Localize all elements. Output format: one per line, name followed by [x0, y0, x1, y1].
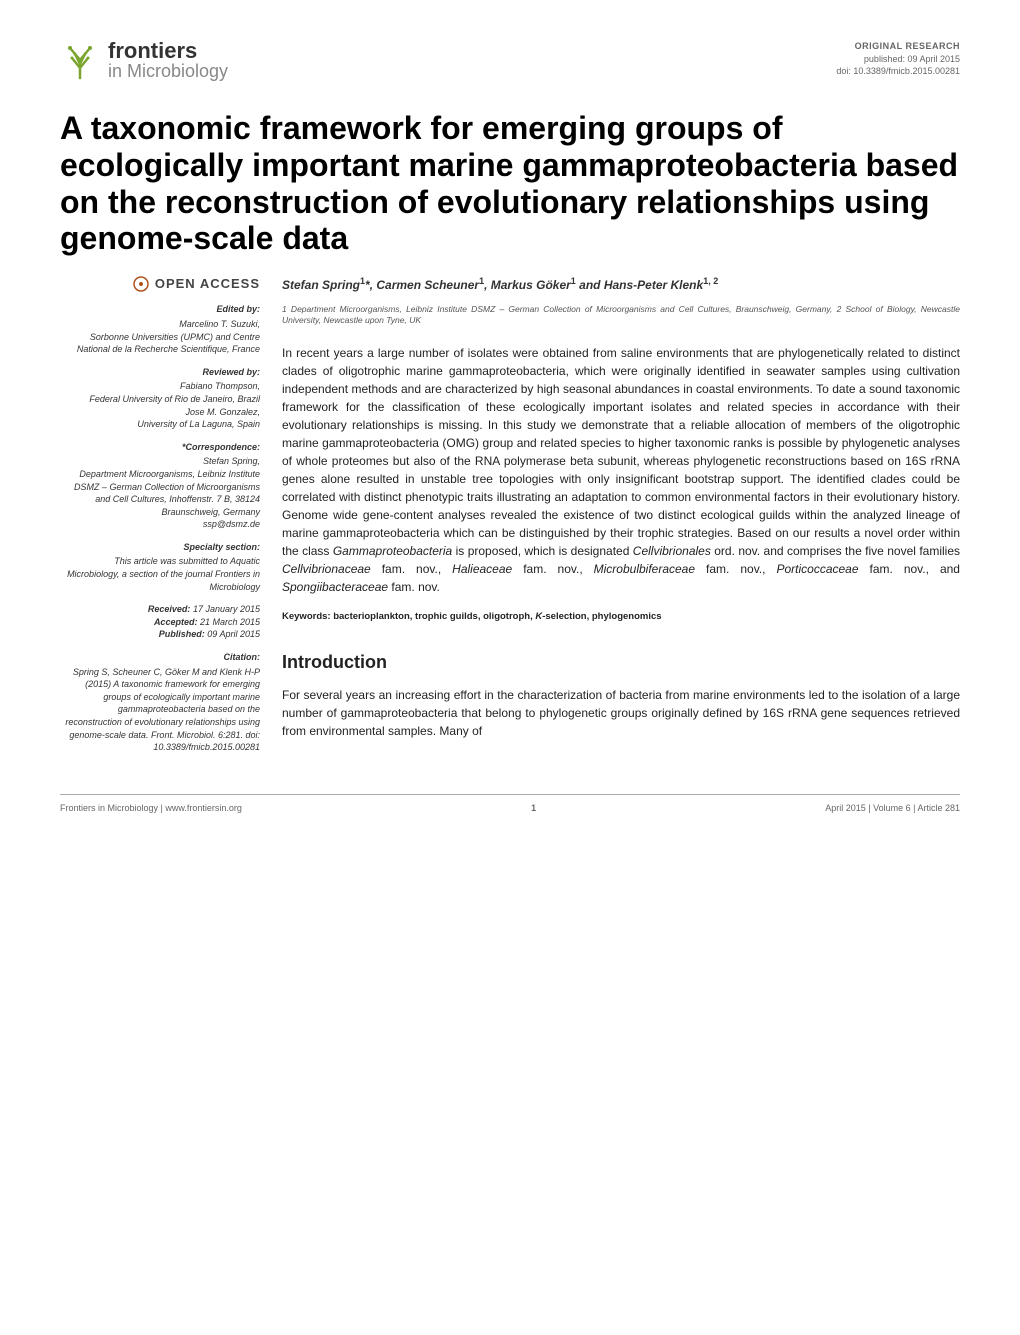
- edited-by: Marcelino T. Suzuki, Sorbonne Universiti…: [60, 318, 260, 356]
- published-date: 09 April 2015: [205, 629, 260, 639]
- open-access-badge: OPEN ACCESS: [60, 275, 260, 293]
- logo-main-text: frontiers: [108, 40, 228, 62]
- footer-right: April 2015 | Volume 6 | Article 281: [825, 803, 960, 813]
- citation: Spring S, Scheuner C, Göker M and Klenk …: [60, 666, 260, 754]
- accepted-label: Accepted:: [154, 617, 198, 627]
- keywords-line: Keywords: bacterioplankton, trophic guil…: [282, 610, 960, 624]
- published-label: Published:: [159, 629, 205, 639]
- page-header: frontiers in Microbiology ORIGINAL RESEA…: [60, 40, 960, 80]
- logo-sub-text: in Microbiology: [108, 62, 228, 80]
- abstract: In recent years a large number of isolat…: [282, 344, 960, 596]
- specialty: This article was submitted to Aquatic Mi…: [60, 555, 260, 593]
- accepted-date: 21 March 2015: [197, 617, 260, 627]
- sidebar: OPEN ACCESS Edited by: Marcelino T. Suzu…: [60, 275, 260, 754]
- authors: Stefan Spring1*, Carmen Scheuner1, Marku…: [282, 275, 960, 294]
- keywords-label: Keywords:: [282, 611, 333, 622]
- page-footer: Frontiers in Microbiology | www.frontier…: [60, 794, 960, 813]
- footer-page-number: 1: [531, 803, 536, 813]
- intro-body: For several years an increasing effort i…: [282, 686, 960, 740]
- main-column: Stefan Spring1*, Carmen Scheuner1, Marku…: [282, 275, 960, 754]
- reviewed-by: Fabiano Thompson, Federal University of …: [60, 380, 260, 430]
- published-line: published: 09 April 2015: [836, 53, 960, 66]
- affiliations: 1 Department Microorganisms, Leibniz Ins…: [282, 304, 960, 326]
- received-date: 17 January 2015: [190, 604, 260, 614]
- footer-left[interactable]: Frontiers in Microbiology | www.frontier…: [60, 803, 242, 813]
- header-meta: ORIGINAL RESEARCH published: 09 April 20…: [836, 40, 960, 78]
- article-type: ORIGINAL RESEARCH: [836, 40, 960, 53]
- article-title: A taxonomic framework for emerging group…: [60, 110, 960, 257]
- specialty-label: Specialty section:: [60, 541, 260, 554]
- open-access-text: OPEN ACCESS: [155, 275, 260, 293]
- intro-heading: Introduction: [282, 649, 960, 676]
- reviewed-by-label: Reviewed by:: [60, 366, 260, 379]
- citation-label: Citation:: [60, 651, 260, 664]
- doi-line: doi: 10.3389/fmicb.2015.00281: [836, 65, 960, 78]
- correspondence-label: *Correspondence:: [60, 441, 260, 454]
- edited-by-label: Edited by:: [60, 303, 260, 316]
- keywords-text: bacterioplankton, trophic guilds, oligot…: [333, 611, 661, 622]
- frontiers-logo-icon: [60, 40, 100, 80]
- correspondence: Stefan Spring, Department Microorganisms…: [60, 455, 260, 531]
- received-label: Received:: [148, 604, 191, 614]
- open-access-icon: [133, 276, 149, 292]
- journal-logo: frontiers in Microbiology: [60, 40, 228, 80]
